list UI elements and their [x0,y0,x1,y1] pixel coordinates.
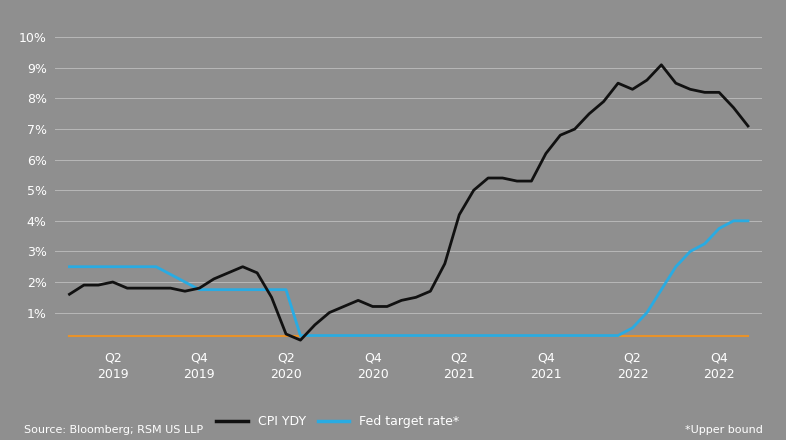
Text: *Upper bound: *Upper bound [685,425,762,435]
Legend: CPI YDY, Fed target rate*: CPI YDY, Fed target rate* [211,411,465,433]
Text: Source: Bloomberg; RSM US LLP: Source: Bloomberg; RSM US LLP [24,425,203,435]
